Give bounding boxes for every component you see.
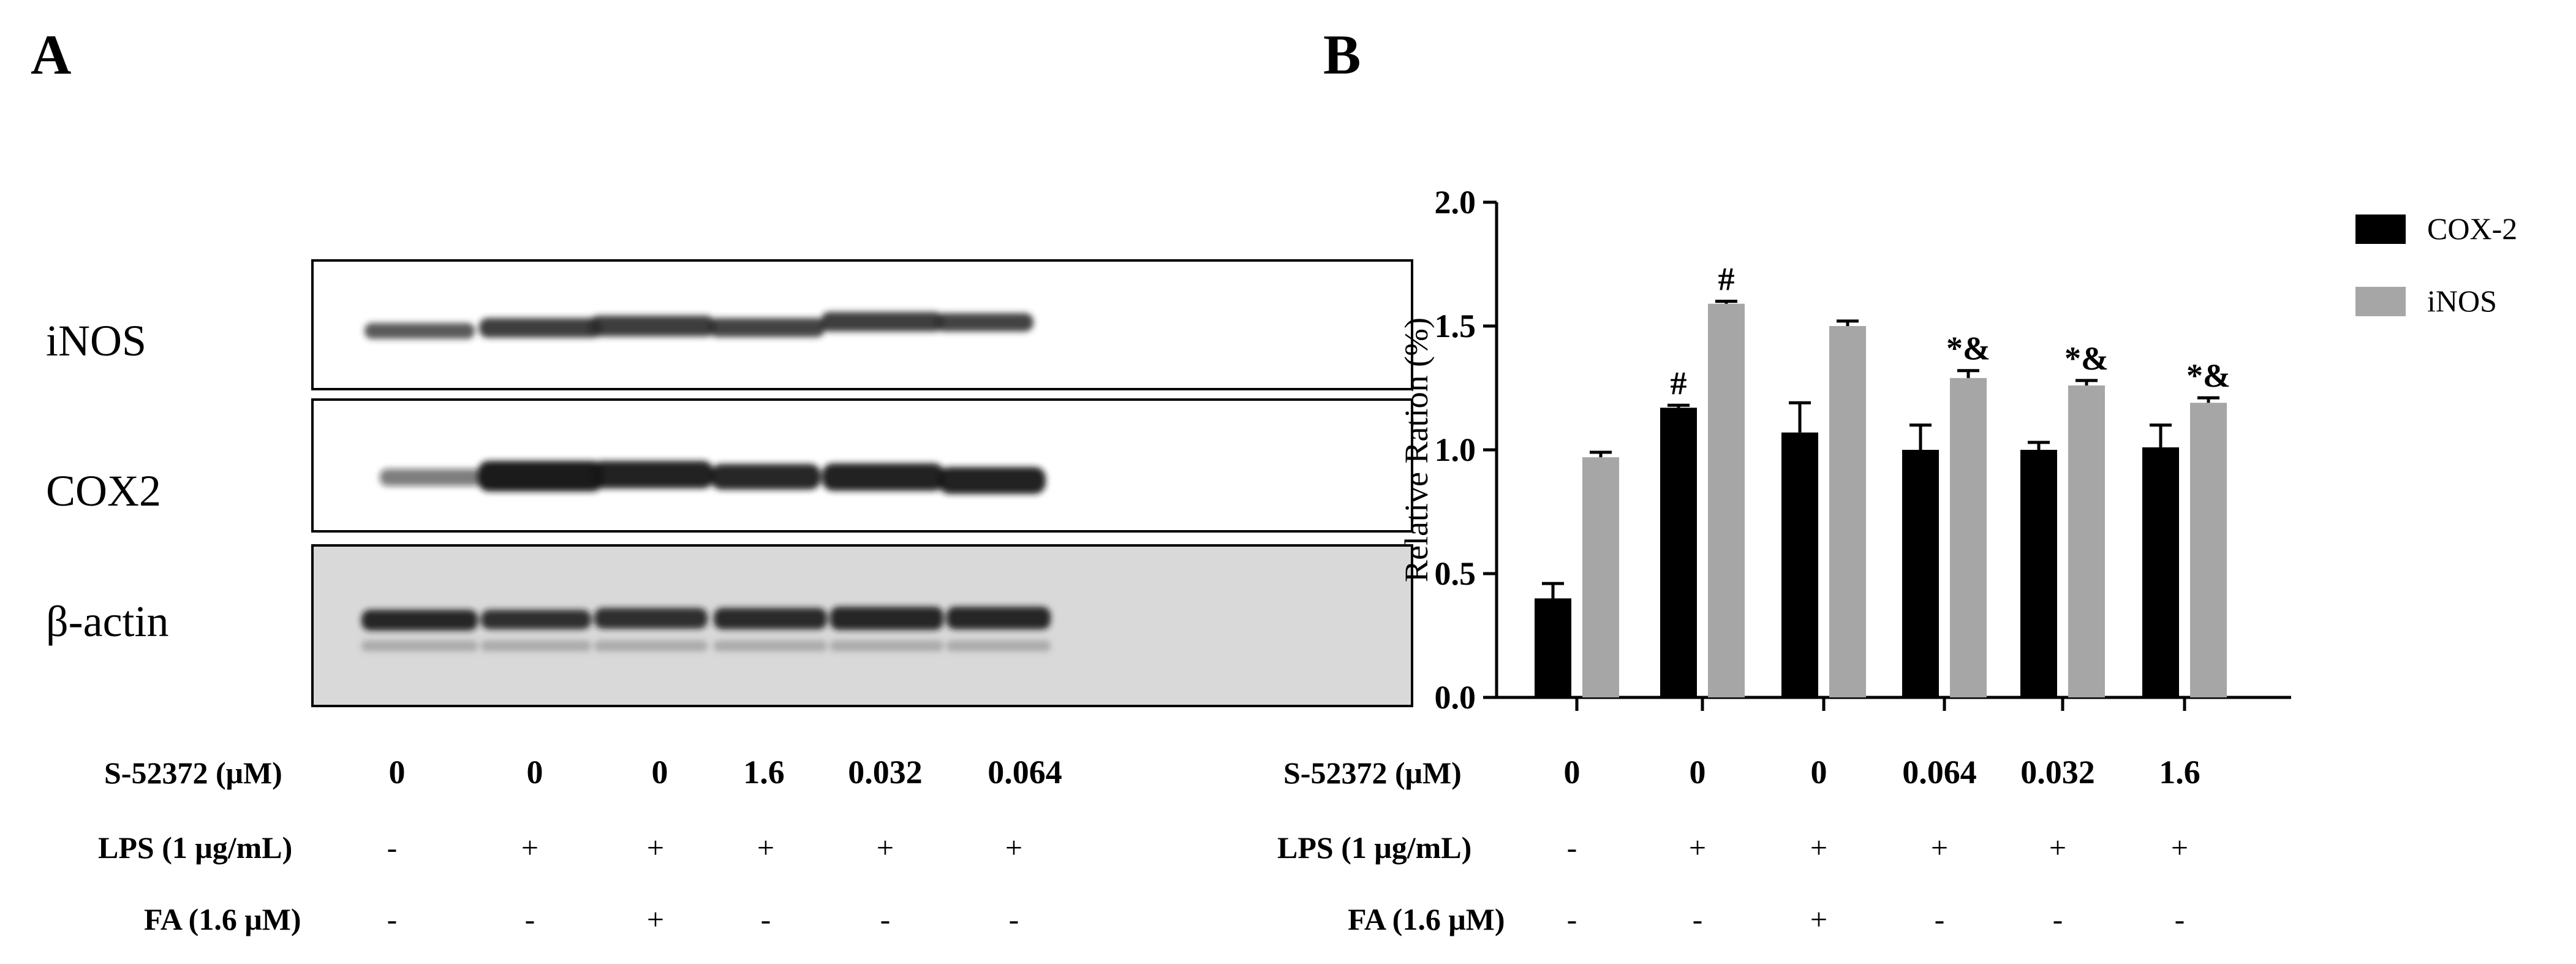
significance-mark: # (1671, 365, 1687, 401)
blot-s52372-value: 0 (389, 754, 406, 791)
cox2-bar (1535, 598, 1571, 697)
chart-conditions: S-52372 (μM) LPS (1 μg/mL) FA (1.6 μM) 0… (1277, 754, 2200, 936)
chart-condition-value: 0 (1690, 754, 1706, 791)
blot-lps-sign: + (1005, 830, 1022, 865)
blot-lps-sign: + (521, 830, 538, 865)
cox2-bar (1781, 432, 1818, 697)
blot-fa-sign: - (880, 902, 891, 936)
blot-s52372-value: 0.032 (848, 754, 923, 791)
y-tick-label: 2.0 (1435, 184, 1476, 221)
cox2-bar (2142, 447, 2179, 697)
blot-lps-sign: + (877, 830, 894, 865)
bars (1535, 300, 2227, 697)
blot-fa-sign: - (1009, 902, 1019, 936)
inos-bar (2190, 403, 2227, 697)
chart-condition-value: 0 (1811, 754, 1827, 791)
chart-condition-value: - (2175, 902, 2185, 936)
panel-a-letter: A (31, 23, 71, 86)
chart-cond-label-fa: FA (1.6 μM) (1348, 902, 1505, 936)
chart-condition-value: - (1693, 902, 1703, 936)
significance-mark: # (1718, 261, 1735, 298)
blot-label-inos: iNOS (46, 316, 146, 365)
blot-fa-sign: - (387, 902, 398, 936)
blot-label-cox2: COX2 (46, 466, 161, 515)
chart-condition-value: + (1810, 902, 1827, 936)
cox2-bar (2020, 450, 2057, 697)
chart-condition-value: 0.064 (1902, 754, 1977, 791)
chart-condition-value: 0.032 (2020, 754, 2095, 791)
blot-lps-sign: + (757, 830, 774, 865)
x-axis (1497, 696, 2291, 711)
panel-b-letter: B (1323, 23, 1361, 86)
y-tick-label: 0.0 (1435, 679, 1476, 716)
blot-lps-sign: - (387, 830, 398, 865)
y-tick-label: 1.0 (1435, 431, 1476, 468)
cox2-bar (1660, 408, 1697, 697)
chart-condition-value: - (2053, 902, 2063, 936)
chart-condition-value: - (1567, 902, 1577, 936)
inos-bar (1708, 303, 1745, 697)
significance-marks: # # *& *& *& (1671, 261, 2230, 402)
blot-s52372-value: 0.064 (988, 754, 1062, 791)
chart-condition-values: 0 0 0 0.064 0.032 1.6 - + + + + + - - + - - - (1564, 754, 2200, 936)
chart-condition-value: 0 (1564, 754, 1581, 791)
chart-condition-value: + (2049, 830, 2066, 865)
chart-condition-value: + (1810, 830, 1827, 865)
blot-s52372-value: 0 (652, 754, 668, 791)
legend-swatch (2355, 287, 2406, 316)
bar-chart: Relative Ration (%) 0.0 0.5 1.0 1.5 2.0 # # *&… (1398, 184, 2517, 716)
blot-cond-label-lps: LPS (1 μg/mL) (98, 830, 292, 865)
significance-mark: *& (2186, 357, 2230, 394)
blot-label-actin: β-actin (46, 597, 169, 646)
blot-fa-sign: + (647, 902, 664, 936)
y-axis-title: Relative Ration (%) (1398, 317, 1435, 582)
significance-mark: *& (2064, 340, 2109, 377)
y-tick-label: 0.5 (1435, 555, 1476, 592)
legend: COX-2 iNOS (2355, 211, 2517, 318)
y-axis: 0.0 0.5 1.0 1.5 2.0 (1435, 184, 1498, 716)
chart-cond-label-lps: LPS (1 μg/mL) (1277, 830, 1471, 865)
blot-fa-sign: - (525, 902, 535, 936)
chart-condition-value: - (1567, 830, 1577, 865)
legend-label: iNOS (2427, 284, 2497, 318)
inos-bar (1950, 378, 1987, 697)
blot-cox2 (311, 398, 1413, 533)
legend-swatch (2355, 214, 2406, 244)
blot-lps-sign: + (647, 830, 664, 865)
chart-condition-value: 1.6 (2159, 754, 2200, 791)
blot-fa-sign: - (761, 902, 771, 936)
blot-conditions: S-52372 (μM) LPS (1 μg/mL) FA (1.6 μM) 0… (98, 754, 1062, 936)
chart-condition-value: + (1931, 830, 1948, 865)
blot-s52372-value: 1.6 (743, 754, 785, 791)
blot-s52372-value: 0 (527, 754, 543, 791)
y-tick-label: 1.5 (1435, 308, 1476, 344)
chart-cond-label-s52372: S-52372 (μM) (1283, 756, 1462, 790)
chart-condition-value: + (1689, 830, 1706, 865)
significance-mark: *& (1946, 330, 1990, 367)
chart-condition-value: + (2171, 830, 2188, 865)
inos-bar (1582, 457, 1619, 697)
cox2-bar (1902, 450, 1939, 697)
chart-condition-value: - (1935, 902, 1945, 936)
blot-cond-label-fa: FA (1.6 μM) (144, 902, 301, 936)
inos-bar (1829, 326, 1866, 697)
blot-actin (311, 544, 1413, 707)
inos-bar (2068, 385, 2105, 697)
legend-label: COX-2 (2427, 211, 2517, 246)
blot-inos (311, 259, 1413, 390)
blot-cond-label-s52372: S-52372 (μM) (104, 756, 282, 790)
